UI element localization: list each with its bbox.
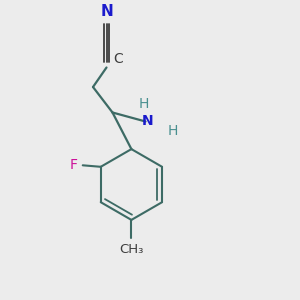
Text: H: H	[168, 124, 178, 137]
Text: N: N	[142, 114, 153, 128]
Text: CH₃: CH₃	[119, 243, 144, 256]
Text: F: F	[70, 158, 78, 172]
Text: H: H	[139, 97, 149, 111]
Text: C: C	[113, 52, 123, 65]
Text: N: N	[100, 4, 113, 20]
